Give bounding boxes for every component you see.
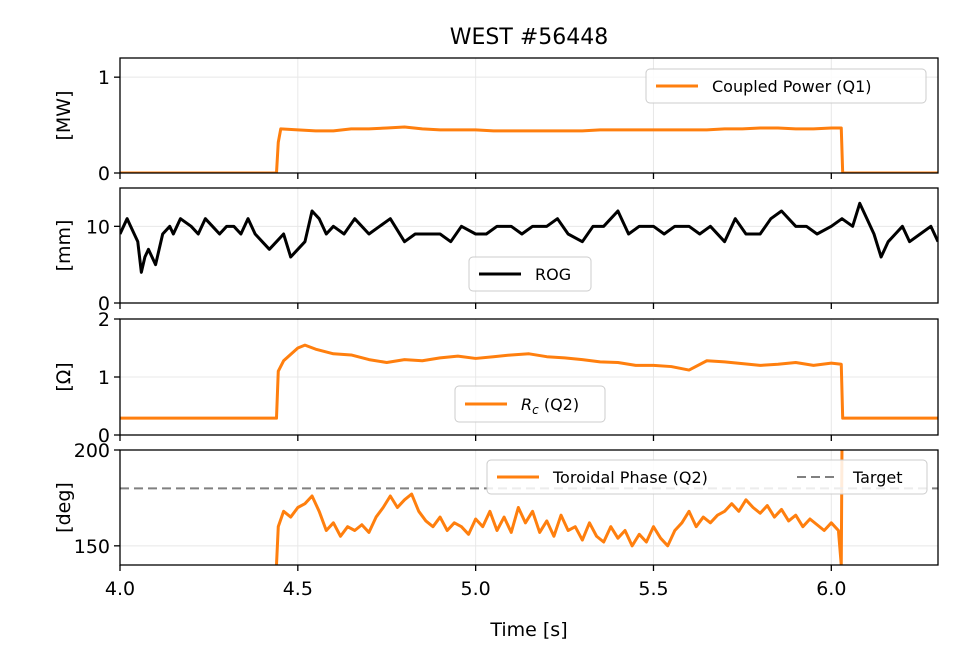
legend-frame — [468, 256, 592, 292]
legend-label: Target — [852, 468, 903, 487]
series-line-4-1 — [274, 450, 844, 565]
panel-2: 0 10 [mm] ROG — [53, 187, 939, 315]
legend-frame — [645, 68, 927, 104]
legend-label: Toroidal Phase (Q2) — [552, 468, 708, 487]
y-tick-label: 150 — [74, 536, 110, 558]
y-axis-label: [MW] — [53, 90, 75, 140]
x-axis-label: Time [s] — [489, 619, 567, 641]
panel-3: 0 1 2 [Ω] Rc (Q2) — [53, 309, 939, 447]
y-axis-label: [Ω] — [53, 362, 75, 391]
y-tick-label: 1 — [98, 67, 110, 89]
y-axis-label: [mm] — [53, 220, 75, 272]
panel-frame — [119, 449, 939, 566]
series-line-2-1 — [120, 201, 938, 274]
panel-1: 0 1 [MW] Coupled Power (Q1) — [53, 57, 939, 185]
y-axis-label: [deg] — [53, 482, 75, 533]
panel-series-group — [120, 125, 938, 173]
y-tick-label: 0 — [98, 425, 110, 447]
x-tick-label: 5.0 — [461, 578, 491, 600]
y-tick-label: 10 — [86, 216, 110, 238]
y-tick-label: 2 — [98, 309, 110, 331]
legend: ROG — [468, 256, 592, 292]
panel-series-group — [120, 343, 938, 420]
legend: Rc (Q2) — [454, 385, 606, 423]
legend-label: Coupled Power (Q1) — [712, 77, 872, 96]
x-tick-label: 5.5 — [638, 578, 668, 600]
panels-layer: 0 1 [MW] Coupled Power (Q1) 0 10 [mm] ROG 0 1 2 [Ω]… — [53, 57, 939, 600]
legend: Coupled Power (Q1) — [645, 68, 927, 104]
legend-frame — [454, 385, 606, 423]
panel-frame — [119, 187, 939, 304]
x-tick-label: 4.0 — [105, 578, 135, 600]
series-line-1-1 — [120, 125, 938, 173]
legend: Toroidal Phase (Q2) Target — [486, 459, 928, 495]
series-line-3-1 — [120, 343, 938, 420]
y-tick-label: 0 — [98, 293, 110, 315]
y-tick-label: 200 — [74, 440, 110, 462]
x-tick-label: 6.0 — [816, 578, 846, 600]
legend-label: ROG — [535, 265, 571, 284]
panel-frame — [119, 57, 939, 174]
panel-4: 4.0 4.5 5.0 5.5 6.0 150 200 [deg] Toroidal Phase… — [53, 440, 939, 600]
legend-frame — [486, 459, 928, 495]
y-tick-label: 1 — [98, 367, 110, 389]
y-tick-label: 0 — [98, 163, 110, 185]
panel-series-group — [120, 201, 938, 274]
x-tick-label: 4.5 — [283, 578, 313, 600]
chart-title: WEST #56448 — [450, 25, 608, 50]
legend-label: Rc (Q2) — [521, 395, 579, 417]
